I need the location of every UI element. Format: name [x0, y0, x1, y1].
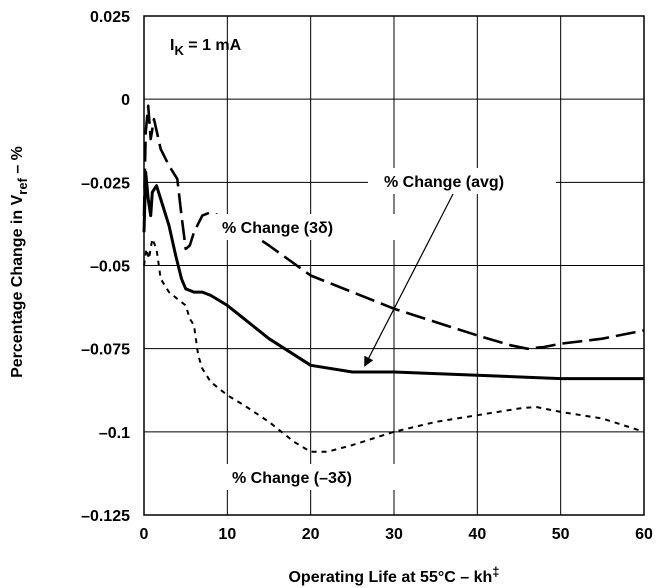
- tick-labels: 0 10 20 30 40 50 60 0.025 0 –0.025 –0.05 –0.075 –0.1…: [81, 9, 653, 543]
- x-tick-label: 50: [552, 526, 570, 543]
- y-tick-label: –0.1: [99, 425, 130, 442]
- annotation-minus3d-label: % Change (–3δ): [232, 470, 352, 487]
- x-tick-label: 30: [385, 526, 403, 543]
- x-tick-label: 20: [302, 526, 320, 543]
- x-tick-label: 0: [140, 526, 149, 543]
- series-line-minus3delta: [143, 237, 645, 453]
- annotation-ik: IK = 1 mA: [170, 37, 242, 58]
- x-tick-label: 40: [468, 526, 486, 543]
- y-axis-title: Percentage Change in Vref – %: [9, 146, 30, 378]
- y-tick-label: –0.05: [90, 259, 130, 276]
- annotation-avg-background: [368, 168, 556, 194]
- annotation-avg-arrow: [364, 193, 454, 367]
- x-tick-label: 60: [635, 526, 653, 543]
- x-axis-title: Operating Life at 55°C – kh‡: [288, 564, 499, 586]
- grid: [143, 15, 645, 516]
- y-tick-label: –0.125: [81, 508, 130, 525]
- y-tick-label: 0: [121, 92, 130, 109]
- x-tick-label: 10: [218, 526, 236, 543]
- annotation-3d-label: % Change (3δ): [222, 220, 333, 237]
- annotation-minus3d-background: [222, 464, 412, 490]
- y-tick-label: –0.025: [81, 175, 130, 192]
- annotation-avg-label: % Change (avg): [384, 174, 504, 191]
- annotation-3d-background: [212, 214, 412, 240]
- series-line-avg: [142, 170, 644, 381]
- y-tick-label: –0.075: [81, 342, 130, 359]
- y-tick-label: 0.025: [90, 9, 130, 26]
